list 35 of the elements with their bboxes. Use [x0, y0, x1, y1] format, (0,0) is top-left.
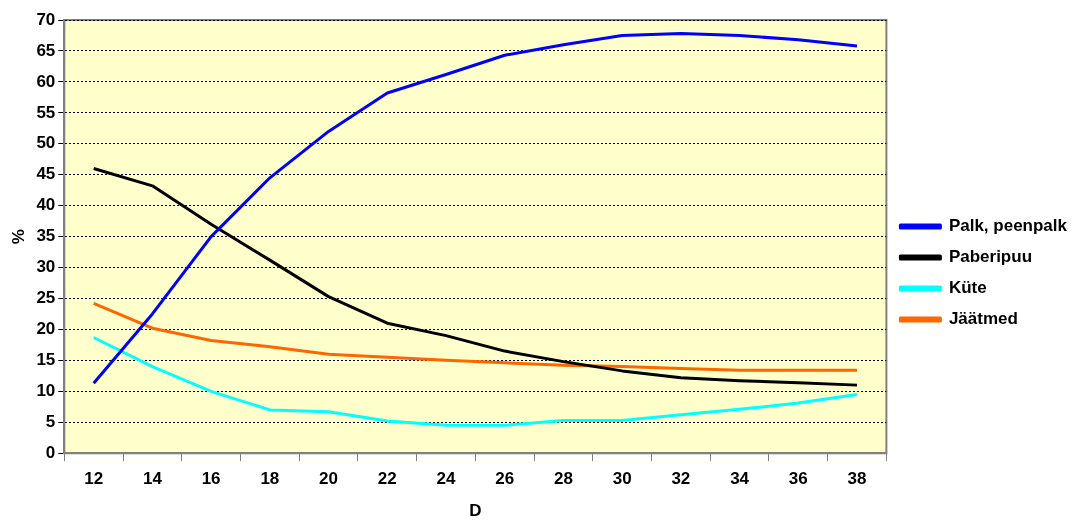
- y-tick-label: 25: [36, 288, 56, 308]
- x-tick-label: 26: [495, 469, 515, 489]
- y-tick-label: 10: [36, 381, 56, 400]
- x-tick-label: 22: [377, 469, 397, 489]
- x-tick-label: 34: [730, 469, 750, 489]
- y-tick-label: 70: [36, 9, 56, 29]
- legend-label: Küte: [948, 278, 987, 298]
- x-tick-label: 24: [436, 469, 456, 489]
- y-tick-label: 40: [36, 195, 56, 215]
- y-axis-title: %: [8, 229, 28, 245]
- x-tick-label: 36: [788, 469, 808, 489]
- legend-label: Paberipuu: [948, 247, 1033, 267]
- y-tick-label: 50: [36, 133, 56, 153]
- x-axis-title: D: [469, 501, 482, 521]
- y-tick-label: 65: [36, 40, 56, 60]
- x-tick-label: 30: [612, 469, 632, 489]
- y-tick-label: 55: [36, 102, 56, 122]
- legend-label: Palk, peenpalk: [948, 216, 1068, 236]
- x-tick-label: 20: [319, 469, 339, 489]
- x-tick-label: 32: [671, 469, 691, 489]
- y-tick-label: 60: [36, 71, 56, 91]
- y-tick-label: 30: [36, 257, 56, 277]
- y-tick-label: 5: [45, 411, 56, 431]
- x-tick-label: 28: [553, 469, 573, 489]
- x-tick-label: 16: [201, 469, 221, 489]
- y-tick-label: 20: [36, 319, 56, 339]
- y-tick-label: 0: [45, 442, 56, 462]
- y-tick-label: 45: [36, 164, 56, 184]
- legend-label: Jäätmed: [948, 309, 1018, 329]
- y-tick-label: 15: [36, 350, 56, 370]
- x-tick-label: 14: [142, 469, 163, 489]
- x-tick-label: 38: [847, 469, 867, 489]
- x-tick-label: 12: [84, 469, 104, 489]
- y-tick-label: 35: [36, 226, 56, 246]
- x-tick-label: 18: [260, 469, 280, 489]
